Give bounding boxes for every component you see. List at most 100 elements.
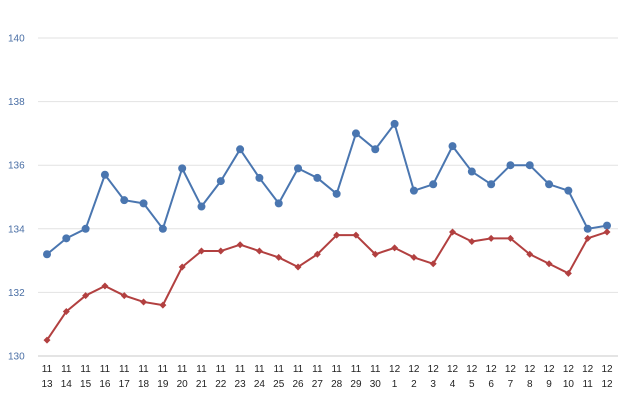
series-2-point (333, 231, 341, 239)
x-tick-label-month: 12 (544, 364, 556, 375)
series-2-point (410, 253, 418, 261)
series-1 (43, 119, 611, 259)
series-group (43, 119, 611, 344)
x-tick-label-day: 8 (527, 379, 533, 390)
x-tick-label-day: 21 (196, 379, 208, 390)
x-tick-label-month: 12 (563, 364, 575, 375)
series-1-point (81, 224, 90, 233)
series-1-point (100, 170, 109, 179)
x-tick-label-month: 11 (42, 364, 53, 375)
series-1-point (448, 142, 457, 151)
series-2-point (217, 247, 225, 255)
series-2-point (120, 292, 128, 300)
x-tick-label-month: 11 (351, 364, 362, 375)
gridlines (38, 37, 618, 357)
x-tick-label-day: 30 (370, 379, 382, 390)
x-tick-label-month: 12 (505, 364, 517, 375)
series-2-point (294, 263, 302, 271)
y-tick-label: 132 (8, 288, 25, 299)
y-tick-label: 136 (8, 161, 25, 172)
x-tick-label-day: 18 (138, 379, 150, 390)
x-tick-label-month: 11 (138, 364, 149, 375)
x-tick-label-month: 11 (158, 364, 169, 375)
series-1-line (46, 122, 608, 256)
series-2-point (178, 263, 186, 271)
x-tick-label-month: 11 (331, 364, 342, 375)
x-tick-label-day: 10 (563, 379, 575, 390)
x-tick-label-month: 11 (119, 364, 130, 375)
series-1-point (139, 199, 148, 208)
series-1-point (216, 177, 225, 186)
series-1-point (467, 167, 476, 176)
x-tick-label-month: 12 (524, 364, 536, 375)
series-2-point (159, 301, 167, 309)
x-tick-label-day: 27 (312, 379, 324, 390)
series-2-point (429, 260, 437, 268)
x-tick-label-month: 12 (582, 364, 594, 375)
series-1-point (294, 164, 303, 173)
series-1-point (487, 180, 496, 189)
series-2-point (506, 234, 514, 242)
x-tick-label-day: 6 (488, 379, 494, 390)
series-1-point (197, 202, 206, 211)
x-tick-label-day: 7 (508, 379, 514, 390)
x-tick-label-month: 11 (61, 364, 72, 375)
x-tick-label-month: 11 (254, 364, 265, 375)
y-tick-label: 138 (8, 97, 25, 108)
x-tick-label-month: 11 (100, 364, 111, 375)
series-1-point (313, 173, 322, 182)
x-tick-label-day: 1 (392, 379, 398, 390)
x-tick-label-month: 11 (293, 364, 304, 375)
series-2-point (487, 234, 495, 242)
series-1-point (236, 145, 245, 154)
series-1-point (564, 186, 573, 195)
series-1-point (158, 224, 167, 233)
x-tick-label-month: 11 (312, 364, 323, 375)
x-tick-label-month: 12 (389, 364, 401, 375)
series-2-point (352, 231, 360, 239)
x-tick-label-day: 12 (601, 379, 613, 390)
series-2-point (545, 260, 553, 268)
x-tick-label-month: 12 (601, 364, 613, 375)
x-tick-label-day: 19 (157, 379, 169, 390)
series-1-point (506, 161, 515, 170)
y-tick-label: 140 (8, 34, 25, 45)
series-2 (43, 228, 611, 344)
x-tick-label-day: 29 (350, 379, 362, 390)
x-tick-label-day: 14 (61, 379, 73, 390)
y-tick-label: 134 (8, 224, 25, 235)
series-2-point (468, 238, 476, 246)
x-tick-label-day: 15 (80, 379, 92, 390)
x-tick-label-month: 11 (80, 364, 91, 375)
x-tick-label-day: 23 (235, 379, 247, 390)
x-tick-label-day: 13 (41, 379, 53, 390)
x-tick-label-day: 16 (99, 379, 111, 390)
x-tick-label-day: 11 (582, 379, 593, 390)
series-1-point (62, 234, 71, 243)
series-2-point (603, 228, 611, 236)
series-2-point (101, 282, 109, 290)
series-2-point (197, 247, 205, 255)
series-1-point (332, 189, 341, 198)
series-2-point (526, 250, 534, 258)
x-tick-label-month: 12 (466, 364, 478, 375)
x-tick-label-day: 2 (411, 379, 417, 390)
x-tick-label-day: 28 (331, 379, 343, 390)
series-2-point (391, 244, 399, 252)
series-2-point (43, 336, 51, 344)
series-2-point (255, 247, 263, 255)
series-1-point (545, 180, 554, 189)
series-2-point (62, 307, 70, 315)
series-1-point (409, 186, 418, 195)
x-tick-label-month: 11 (235, 364, 246, 375)
x-tick-label-day: 17 (119, 379, 131, 390)
x-tick-label-day: 9 (546, 379, 552, 390)
x-tick-label-month: 11 (370, 364, 381, 375)
y-tick-label: 130 (8, 352, 25, 363)
series-2-point (313, 250, 321, 258)
x-tick-label-day: 26 (292, 379, 304, 390)
x-tick-label-month: 12 (486, 364, 498, 375)
series-1-point (390, 119, 399, 128)
x-tick-label-month: 11 (196, 364, 207, 375)
